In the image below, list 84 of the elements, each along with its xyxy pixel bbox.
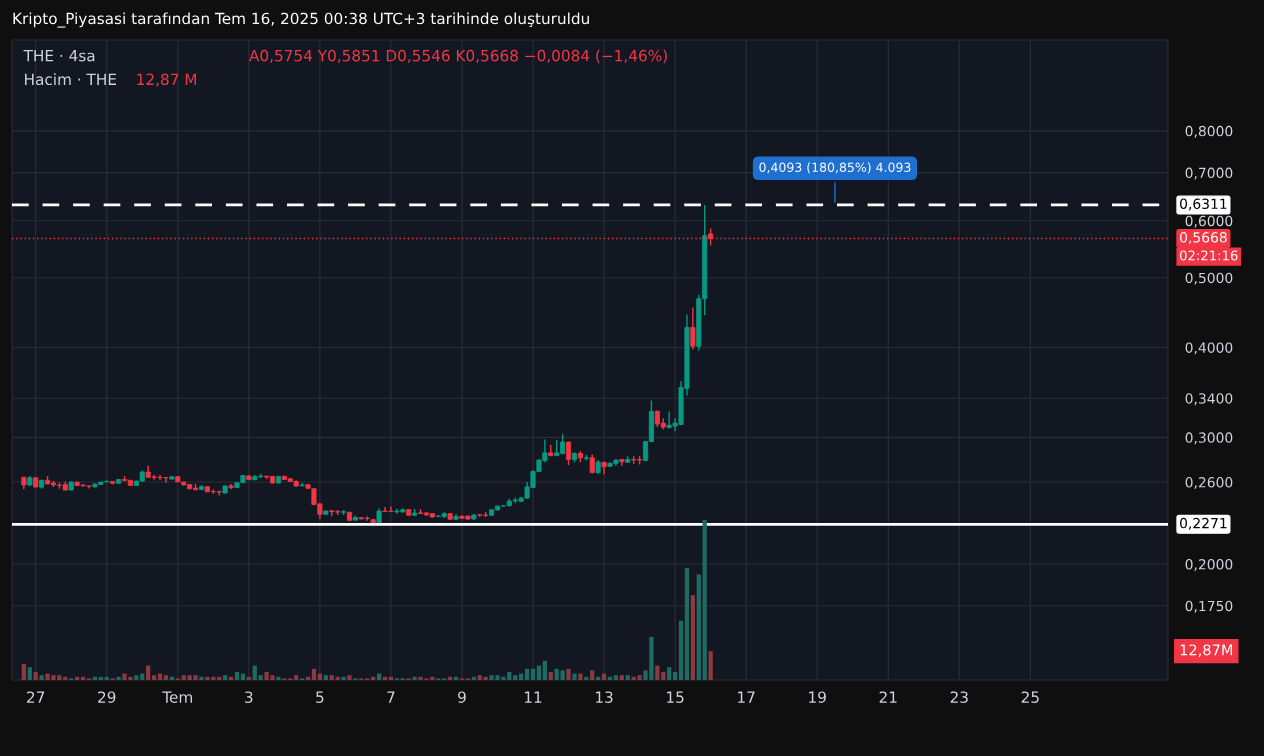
bar <box>223 675 228 680</box>
x-tick-label: 19 <box>809 691 826 703</box>
bar <box>329 675 334 680</box>
bar <box>252 665 257 680</box>
bar <box>311 668 317 680</box>
x-tick-label: 3 <box>245 691 253 703</box>
x-tick-label: 5 <box>316 691 324 703</box>
x-tick-label: 27 <box>27 691 45 703</box>
bar <box>590 670 595 680</box>
annotation: 0,4093 (180,85%) 4.093 <box>759 162 911 174</box>
candlestick <box>690 306 696 351</box>
bar <box>513 675 518 680</box>
x-tick-label: 17 <box>738 691 755 703</box>
bar <box>684 568 690 680</box>
x-tick-label: 13 <box>596 691 613 703</box>
bar <box>323 675 328 680</box>
x-tick-label: Tem <box>162 691 192 703</box>
text: 02:21:16 <box>1179 250 1238 261</box>
y-tick-label: 0,7000 <box>1185 167 1233 180</box>
bar <box>678 620 684 680</box>
bar <box>294 675 299 680</box>
x-tick-label: 15 <box>667 691 684 703</box>
y-tick-label: 0,4000 <box>1185 342 1233 355</box>
y-tick-label: 0,8000 <box>1185 125 1233 138</box>
bar <box>572 673 577 680</box>
bar <box>258 675 263 680</box>
bar <box>530 668 536 680</box>
bar <box>276 676 281 680</box>
text: Kripto_Piyasasi tarafından Tem 16, 2025 00:38 UTC+3 tarihinde oluşturuldu <box>13 12 589 28</box>
bar <box>116 676 121 680</box>
bar <box>655 665 660 680</box>
bar <box>536 665 542 680</box>
bar <box>33 672 38 680</box>
x-tick-label: 11 <box>524 691 542 703</box>
bar <box>477 675 482 680</box>
x-tick-label: 23 <box>950 691 968 703</box>
bar <box>542 660 547 680</box>
x-tick-label: 25 <box>1021 691 1039 703</box>
y-tick-label: 0,2000 <box>1185 559 1233 571</box>
bar <box>696 574 701 680</box>
ref-line-label: 0,6311 <box>1180 198 1227 211</box>
bar <box>163 675 169 680</box>
candlestick <box>565 440 572 466</box>
y-tick-label: 0,5000 <box>1185 272 1233 285</box>
y-tick-label: 0,3000 <box>1185 432 1233 445</box>
ref-line-label: 0,5668 <box>1180 232 1227 244</box>
bar <box>21 664 26 680</box>
bar <box>347 675 352 680</box>
bar <box>548 672 553 680</box>
bar <box>234 672 240 680</box>
bar <box>619 675 624 680</box>
bar <box>151 675 157 680</box>
x-tick-label: 7 <box>387 691 395 703</box>
x-tick-label: 29 <box>98 691 116 703</box>
chart-title: Hacim · THE <box>25 73 116 86</box>
y-tick-label: 0,1750 <box>1185 600 1233 613</box>
bar <box>613 675 619 680</box>
x-tick-label: 21 <box>879 691 897 703</box>
annotation: 12,87 M <box>137 73 196 87</box>
bar <box>690 595 695 680</box>
bar <box>566 668 571 680</box>
y-tick-label: 0,3400 <box>1185 393 1233 406</box>
text: 12,87M <box>1180 644 1233 657</box>
bar <box>702 520 707 680</box>
bar <box>672 672 678 680</box>
bar <box>27 667 32 680</box>
bar <box>667 667 672 680</box>
bar <box>661 672 666 680</box>
bar <box>39 675 44 680</box>
bar <box>524 668 530 680</box>
bar <box>134 675 139 680</box>
bar <box>625 675 630 680</box>
y-tick-label: 0,6000 <box>1185 215 1233 228</box>
bar <box>341 676 346 680</box>
annotation: A0,5754 Y0,5851 D0,5546 K0,5668 −0,0084 (−1,46%) <box>249 49 667 64</box>
bar <box>412 676 417 680</box>
bar <box>578 673 583 680</box>
text: THE · 4sa <box>23 50 95 62</box>
bar <box>708 651 713 680</box>
y-tick-label: 0,2600 <box>1185 477 1233 489</box>
bar <box>199 676 204 680</box>
ref-line-label: 0,2271 <box>1180 517 1227 530</box>
bar <box>146 665 151 680</box>
x-tick-label: 9 <box>458 691 466 703</box>
